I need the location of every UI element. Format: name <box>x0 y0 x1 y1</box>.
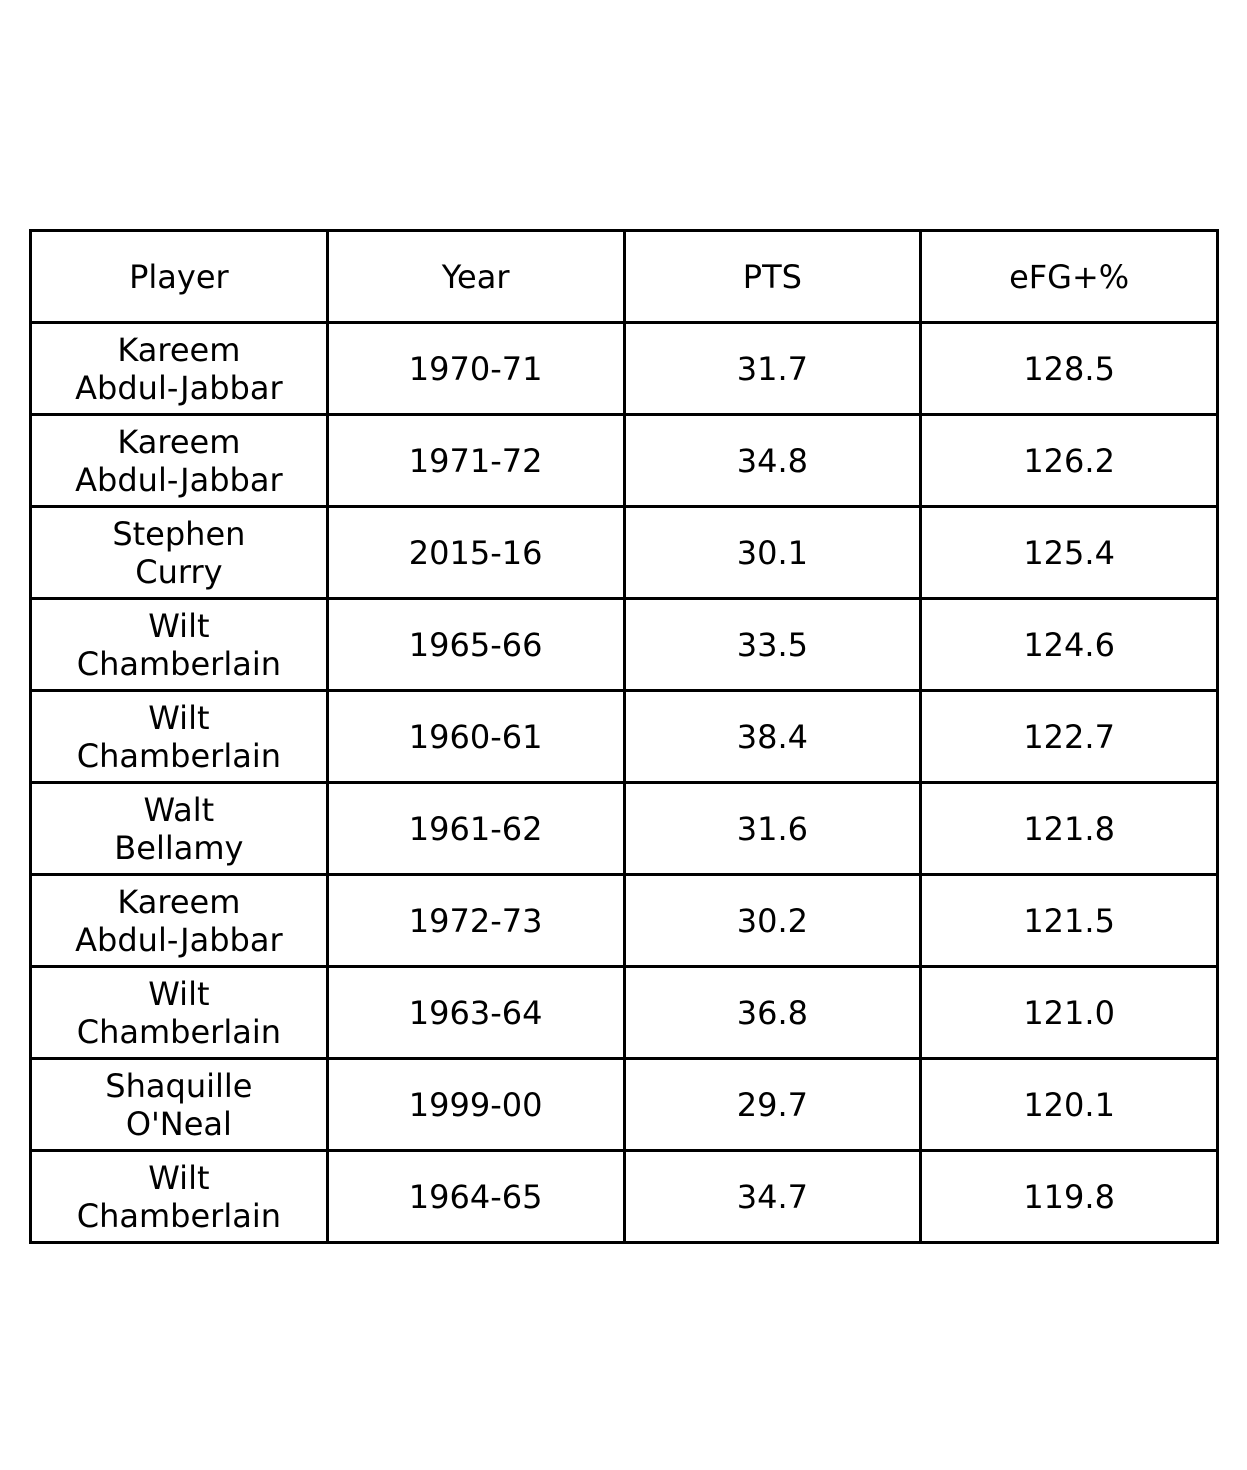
table-row: Walt Bellamy 1961-62 31.6 121.8 <box>29 781 1219 876</box>
header-efg: eFG+% <box>919 229 1219 324</box>
cell-efg: 128.5 <box>919 321 1219 416</box>
cell-efg: 120.1 <box>919 1057 1219 1152</box>
header-year: Year <box>325 229 626 324</box>
stats-table: Player Year PTS eFG+% Kareem Abdul-Jabba… <box>29 229 1219 1244</box>
cell-player: Shaquille O'Neal <box>29 1057 329 1152</box>
cell-player: Kareem Abdul-Jabbar <box>29 413 329 508</box>
cell-efg: 121.0 <box>919 965 1219 1060</box>
table-row: Wilt Chamberlain 1960-61 38.4 122.7 <box>29 689 1219 784</box>
cell-efg: 121.5 <box>919 873 1219 968</box>
cell-year: 1972-73 <box>325 873 626 968</box>
cell-efg: 119.8 <box>919 1149 1219 1244</box>
cell-player: Wilt Chamberlain <box>29 597 329 692</box>
table-body: Kareem Abdul-Jabbar 1970-71 31.7 128.5 Karee… <box>29 321 1219 1244</box>
cell-year: 2015-16 <box>325 505 626 600</box>
header-pts: PTS <box>622 229 923 324</box>
cell-year: 1963-64 <box>325 965 626 1060</box>
table-row: Stephen Curry 2015-16 30.1 125.4 <box>29 505 1219 600</box>
cell-pts: 30.2 <box>622 873 923 968</box>
cell-efg: 124.6 <box>919 597 1219 692</box>
cell-year: 1964-65 <box>325 1149 626 1244</box>
cell-pts: 30.1 <box>622 505 923 600</box>
table-row: Kareem Abdul-Jabbar 1970-71 31.7 128.5 <box>29 321 1219 416</box>
cell-player: Walt Bellamy <box>29 781 329 876</box>
cell-pts: 29.7 <box>622 1057 923 1152</box>
cell-player: Stephen Curry <box>29 505 329 600</box>
cell-player: Wilt Chamberlain <box>29 689 329 784</box>
cell-player: Wilt Chamberlain <box>29 1149 329 1244</box>
cell-year: 1961-62 <box>325 781 626 876</box>
cell-player: Kareem Abdul-Jabbar <box>29 321 329 416</box>
cell-pts: 38.4 <box>622 689 923 784</box>
cell-pts: 34.8 <box>622 413 923 508</box>
cell-year: 1971-72 <box>325 413 626 508</box>
cell-year: 1970-71 <box>325 321 626 416</box>
table-header: Player Year PTS eFG+% <box>29 229 1219 324</box>
header-row: Player Year PTS eFG+% <box>29 229 1219 324</box>
table-row: Wilt Chamberlain 1965-66 33.5 124.6 <box>29 597 1219 692</box>
table-row: Wilt Chamberlain 1963-64 36.8 121.0 <box>29 965 1219 1060</box>
table-row: Kareem Abdul-Jabbar 1971-72 34.8 126.2 <box>29 413 1219 508</box>
table-row: Wilt Chamberlain 1964-65 34.7 119.8 <box>29 1149 1219 1244</box>
cell-year: 1999-00 <box>325 1057 626 1152</box>
table-row: Kareem Abdul-Jabbar 1972-73 30.2 121.5 <box>29 873 1219 968</box>
cell-pts: 31.6 <box>622 781 923 876</box>
cell-year: 1965-66 <box>325 597 626 692</box>
cell-pts: 36.8 <box>622 965 923 1060</box>
cell-efg: 126.2 <box>919 413 1219 508</box>
cell-efg: 125.4 <box>919 505 1219 600</box>
cell-year: 1960-61 <box>325 689 626 784</box>
header-player: Player <box>29 229 329 324</box>
cell-pts: 34.7 <box>622 1149 923 1244</box>
cell-efg: 122.7 <box>919 689 1219 784</box>
cell-efg: 121.8 <box>919 781 1219 876</box>
cell-player: Kareem Abdul-Jabbar <box>29 873 329 968</box>
cell-player: Wilt Chamberlain <box>29 965 329 1060</box>
table-row: Shaquille O'Neal 1999-00 29.7 120.1 <box>29 1057 1219 1152</box>
cell-pts: 31.7 <box>622 321 923 416</box>
cell-pts: 33.5 <box>622 597 923 692</box>
